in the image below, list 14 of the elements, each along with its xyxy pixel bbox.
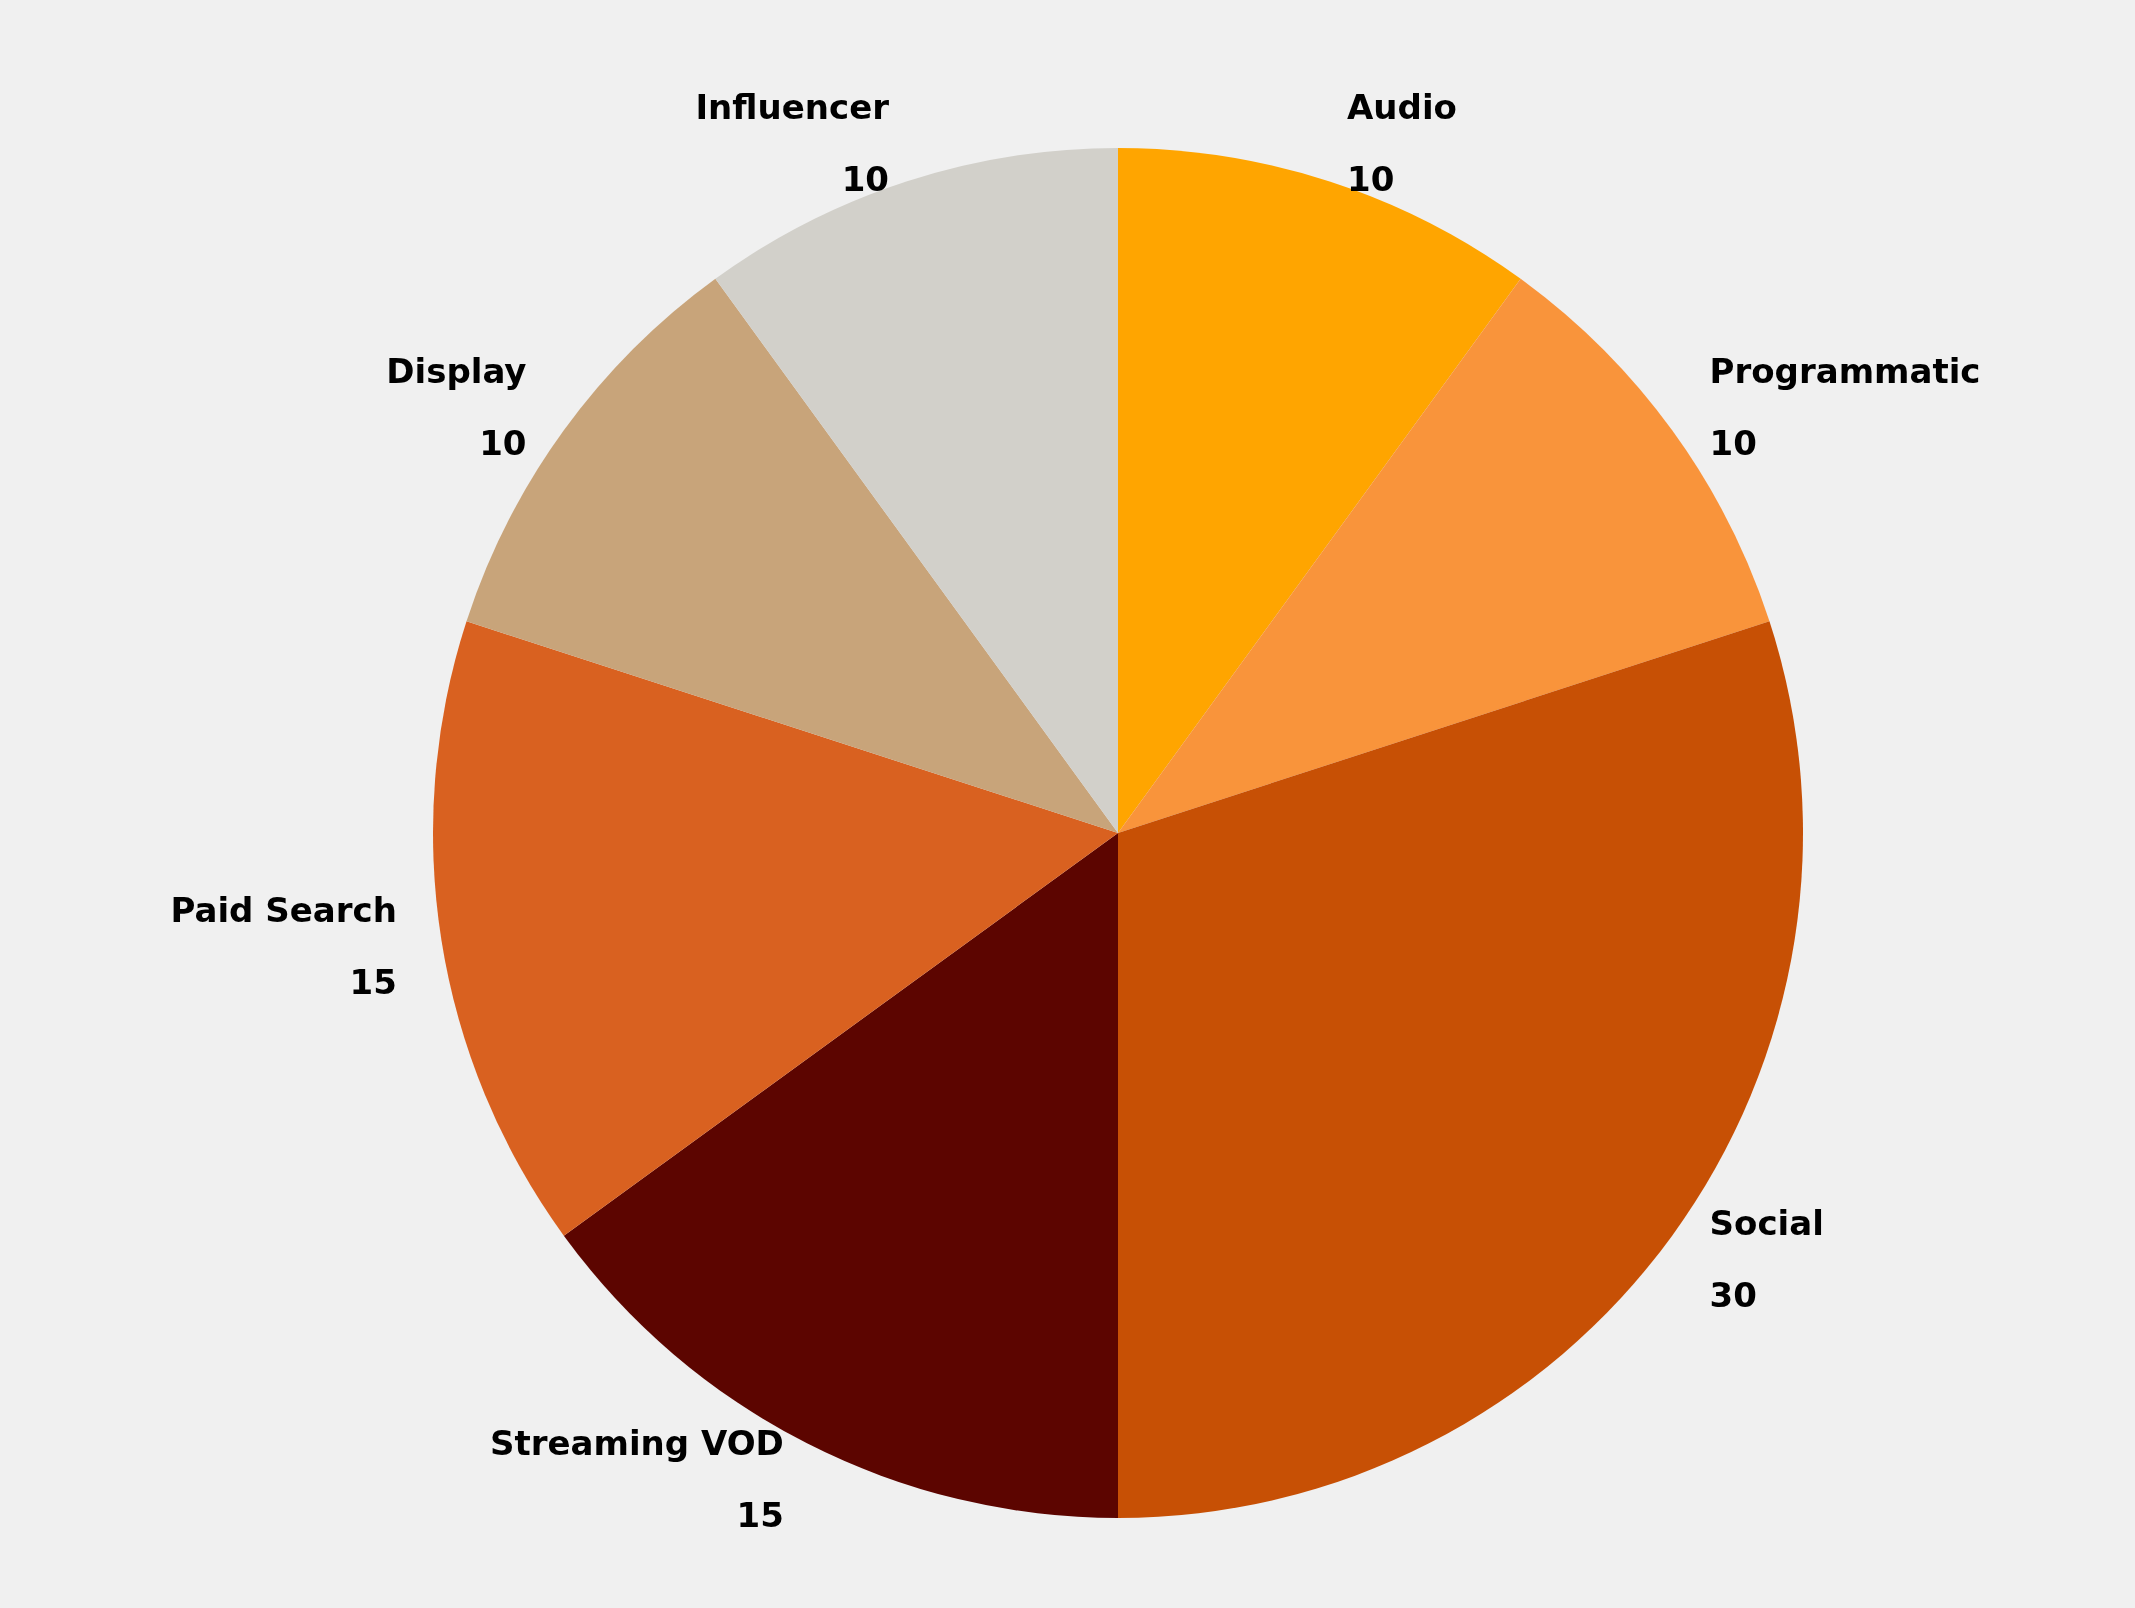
slice-label: Programmatic [1709,350,1981,391]
data-label: 10 [1709,422,1757,463]
data-label: 10 [1347,159,1395,200]
slice-label: Display [386,350,527,391]
data-label: 15 [736,1494,784,1535]
slice-label: Paid Search [170,890,397,931]
data-label: 15 [349,962,397,1003]
slice-label: Social [1709,1203,1824,1244]
data-label: 10 [841,159,889,200]
slice-label: Audio [1347,87,1457,128]
slice-label: Streaming VOD [490,1422,784,1463]
slice-label: Influencer [695,87,890,128]
data-label: 30 [1709,1275,1757,1316]
data-label: 10 [479,422,527,463]
